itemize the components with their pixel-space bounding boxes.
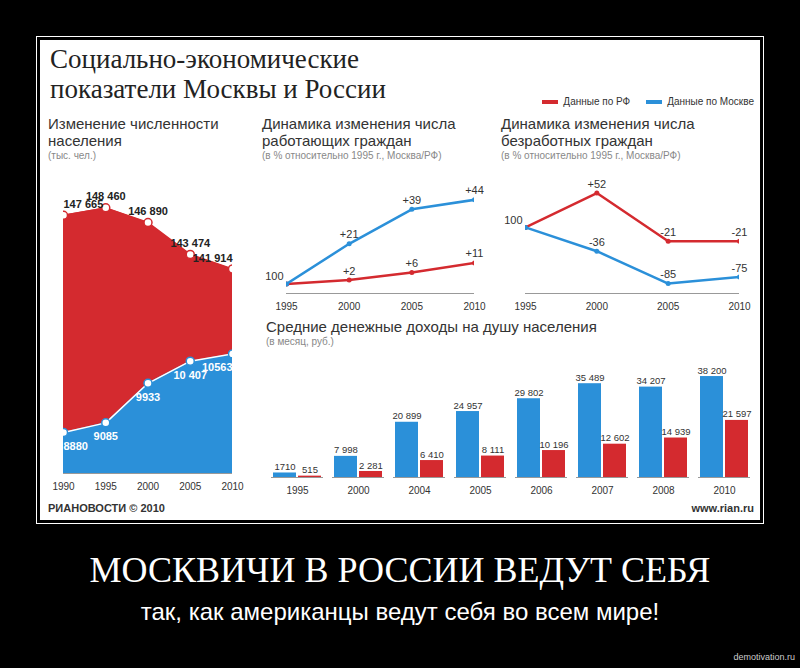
svg-text:2005: 2005	[469, 485, 492, 496]
svg-text:2010: 2010	[728, 301, 751, 312]
html-text:Средние денежные доходы на душ: Средние денежные доходы на душу населени…	[266, 318, 597, 335]
svg-text:1995: 1995	[286, 485, 309, 496]
svg-text:-75: -75	[732, 262, 748, 274]
svg-text:2000: 2000	[137, 481, 160, 492]
svg-text:1995: 1995	[95, 481, 118, 492]
svg-text:8 111: 8 111	[482, 444, 504, 455]
html-text:так, как американцы ведут себя: так, как американцы ведут себя во всем м…	[140, 598, 660, 625]
svg-text:+52: +52	[587, 178, 606, 190]
svg-text:+11: +11	[466, 247, 484, 259]
html-text:demotivation.ru: demotivation.ru	[733, 652, 795, 662]
html-text:(в % относительно 1995 г., Мос: (в % относительно 1995 г., Москва/РФ)	[262, 150, 442, 161]
html-text:Данные по РФ: Данные по РФ	[563, 96, 631, 107]
svg-text:-21: -21	[732, 226, 748, 238]
svg-text:8880: 8880	[64, 440, 88, 452]
svg-text:12 602: 12 602	[600, 432, 629, 443]
svg-text:146 890: 146 890	[128, 205, 168, 217]
svg-text:100: 100	[265, 270, 283, 282]
svg-text:2010: 2010	[221, 481, 244, 492]
html-text:Динамика изменения числа безра: Динамика изменения числа безработных гра…	[501, 115, 695, 149]
svg-text:29 802: 29 802	[514, 387, 543, 398]
svg-text:-21: -21	[660, 226, 676, 238]
svg-text:2007: 2007	[591, 485, 614, 496]
svg-text:+21: +21	[340, 228, 359, 240]
svg-text:2000: 2000	[347, 485, 370, 496]
svg-text:515: 515	[302, 464, 318, 475]
svg-text:1995: 1995	[275, 301, 298, 312]
svg-text:1990: 1990	[52, 481, 75, 492]
svg-text:6 410: 6 410	[420, 449, 444, 460]
html-text:(в месяц, руб.): (в месяц, руб.)	[266, 336, 334, 347]
svg-text:2005: 2005	[401, 301, 424, 312]
svg-text:1995: 1995	[514, 301, 537, 312]
html-text:(в % относительно 1995 г., Мос: (в % относительно 1995 г., Москва/РФ)	[501, 150, 681, 161]
svg-text:+6: +6	[406, 257, 419, 269]
svg-text:143 474: 143 474	[170, 237, 211, 249]
svg-text:2005: 2005	[657, 301, 680, 312]
svg-text:147 665: 147 665	[63, 197, 104, 210]
svg-text:9933: 9933	[136, 391, 160, 403]
svg-text:35 489: 35 489	[575, 372, 604, 383]
html-text:Социально-экономические показа: Социально-экономические показатели Москв…	[50, 44, 386, 104]
svg-text:-36: -36	[589, 236, 605, 248]
html-text:Данные по Москве: Данные по Москве	[667, 96, 754, 107]
svg-text:10 196: 10 196	[539, 439, 568, 450]
svg-text:1710: 1710	[274, 461, 295, 472]
svg-text:10 407: 10 407	[173, 369, 207, 381]
html-text:РИАНОВОСТИ © 2010: РИАНОВОСТИ © 2010	[48, 502, 165, 514]
svg-text:+44: +44	[465, 184, 484, 196]
svg-text:+39: +39	[402, 194, 421, 206]
svg-text:2005: 2005	[179, 481, 202, 492]
svg-text:141 914: 141 914	[193, 251, 234, 263]
svg-text:7 998: 7 998	[334, 444, 358, 455]
svg-text:21 597: 21 597	[722, 408, 751, 419]
html-text:(тыс. чел.): (тыс. чел.)	[48, 150, 96, 161]
svg-text:148 460: 148 460	[86, 190, 126, 202]
svg-text:20 899: 20 899	[392, 410, 421, 421]
svg-text:-85: -85	[660, 268, 676, 280]
svg-text:14 939: 14 939	[661, 426, 690, 437]
svg-text:100: 100	[504, 214, 522, 226]
html-text:www.rian.ru: www.rian.ru	[691, 502, 754, 514]
svg-text:2010: 2010	[463, 301, 486, 312]
svg-text:2 281: 2 281	[359, 460, 383, 471]
svg-text:34 207: 34 207	[636, 375, 665, 386]
svg-text:10563: 10563	[202, 361, 233, 373]
svg-text:2004: 2004	[408, 485, 431, 496]
svg-text:2000: 2000	[338, 301, 361, 312]
svg-text:24 957: 24 957	[453, 400, 482, 411]
svg-text:2008: 2008	[652, 485, 675, 496]
svg-text:+2: +2	[343, 265, 356, 277]
html-text:Изменение численности населени: Изменение численности населения	[48, 115, 219, 149]
svg-text:2006: 2006	[530, 485, 553, 496]
svg-text:2000: 2000	[586, 301, 609, 312]
svg-text:2010: 2010	[713, 485, 736, 496]
html-text:Динамика изменения числа работ: Динамика изменения числа работающих граж…	[262, 115, 456, 149]
svg-text:38 200: 38 200	[697, 365, 726, 376]
html-text:МОСКВИЧИ В РОССИИ ВЕДУТ СЕБЯ: МОСКВИЧИ В РОССИИ ВЕДУТ СЕБЯ	[89, 550, 711, 590]
svg-text:9085: 9085	[94, 430, 118, 442]
